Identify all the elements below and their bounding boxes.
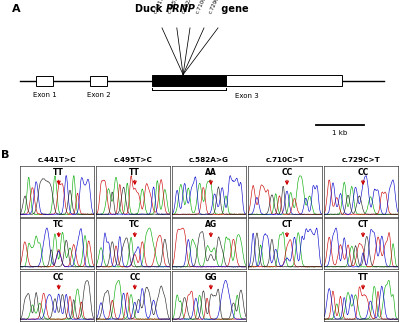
Text: c.729C>T: c.729C>T [208,0,224,15]
Text: TC: TC [53,220,64,229]
Bar [152,75,226,86]
Text: GG: GG [205,273,217,282]
Bar [36,76,53,86]
Text: CC: CC [281,168,292,177]
Text: c.710C>T: c.710C>T [195,0,210,15]
Text: TT: TT [53,168,64,177]
Text: c.710C>T: c.710C>T [266,157,304,163]
Text: Duck: Duck [135,4,166,14]
Text: B: B [1,150,10,160]
Text: c.729C>T: c.729C>T [342,157,380,163]
Text: gene: gene [218,4,249,14]
Text: CT: CT [282,220,292,229]
Text: TT: TT [129,168,140,177]
Text: CC: CC [358,168,369,177]
Text: TT: TT [358,273,368,282]
Text: AA: AA [205,168,217,177]
Text: c.495T>C: c.495T>C [168,0,183,15]
Bar [90,76,107,86]
Text: CT: CT [358,220,368,229]
Text: Exon 1: Exon 1 [32,92,56,98]
Text: PRNP: PRNP [166,4,196,14]
Text: A: A [12,5,21,15]
Text: CC: CC [53,273,64,282]
Text: Exon 2: Exon 2 [86,92,110,98]
Text: c.582A>G: c.582A>G [189,157,229,163]
Bar [226,75,342,86]
Text: c.441T>C: c.441T>C [38,157,76,163]
Text: CC: CC [129,273,140,282]
Text: TC: TC [129,220,140,229]
Text: AG: AG [205,220,217,229]
Text: c.582A>G: c.582A>G [181,0,197,15]
Text: 1 kb: 1 kb [332,130,348,136]
Text: Exon 3: Exon 3 [235,93,259,99]
Text: c.495T>C: c.495T>C [114,157,152,163]
Text: c.441T>C: c.441T>C [154,0,169,15]
